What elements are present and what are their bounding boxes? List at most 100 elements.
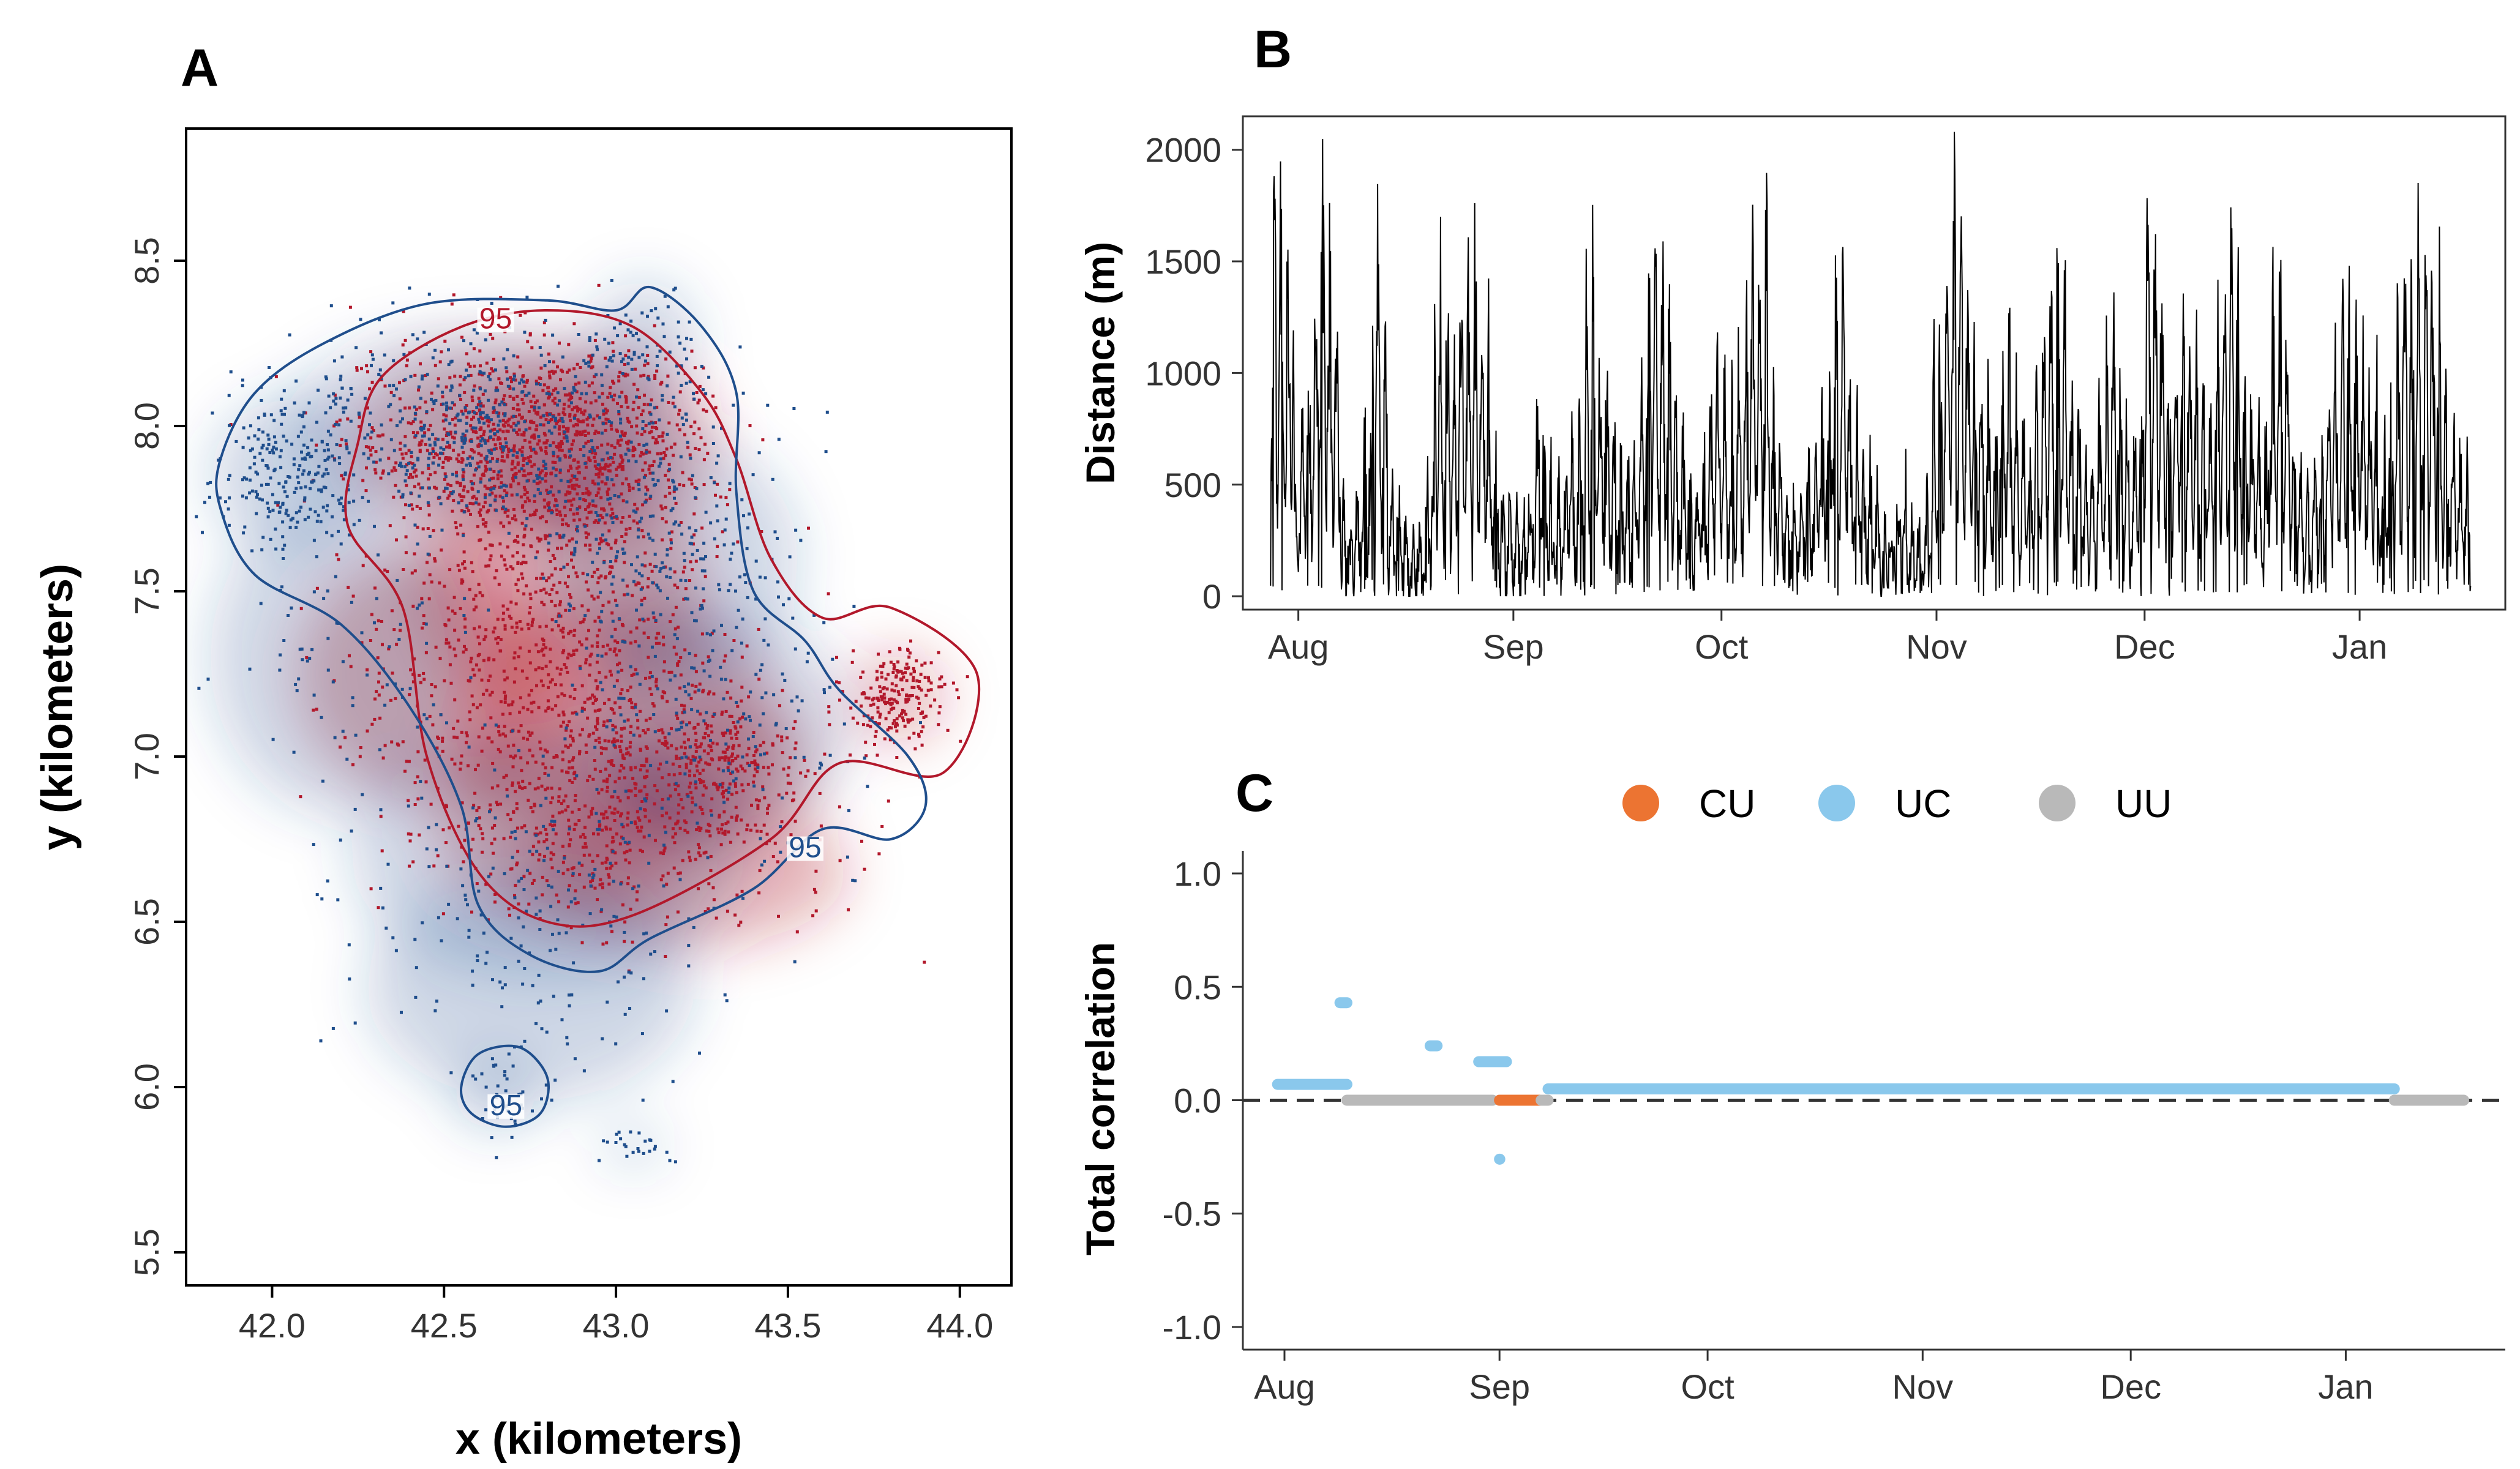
location-point-red	[502, 525, 506, 528]
location-point-red	[552, 583, 556, 587]
location-point-red	[576, 512, 579, 515]
location-point-red	[497, 436, 500, 439]
location-point-red	[562, 649, 566, 652]
location-point-blue	[659, 613, 662, 616]
location-point-blue	[585, 646, 588, 650]
location-point-red	[584, 743, 588, 747]
location-point-red	[443, 585, 446, 588]
location-point-blue	[647, 834, 651, 837]
location-point-red	[652, 704, 656, 708]
location-point-red	[803, 758, 806, 762]
location-point-red	[610, 611, 614, 615]
location-point-red	[623, 593, 626, 597]
home-range-contour-blue	[215, 286, 928, 973]
location-point-blue	[606, 477, 609, 481]
location-point-blue	[735, 626, 738, 629]
location-point-red	[515, 455, 519, 458]
location-point-red	[605, 780, 609, 783]
location-point-blue	[689, 457, 692, 460]
location-point-red	[587, 533, 590, 536]
location-point-blue	[532, 479, 536, 483]
location-point-blue	[516, 493, 519, 496]
location-point-blue	[264, 482, 268, 486]
location-point-red	[496, 784, 500, 788]
location-point-red	[559, 683, 563, 687]
location-point-red	[594, 473, 598, 476]
location-point-blue	[684, 412, 688, 416]
location-point-blue	[387, 405, 391, 408]
location-point-red	[545, 411, 549, 415]
location-point-red	[589, 401, 593, 405]
location-point-blue	[466, 903, 469, 906]
location-point-red	[490, 786, 494, 790]
location-point-red	[629, 789, 633, 793]
location-point-blue	[553, 416, 557, 420]
location-point-blue	[557, 932, 561, 935]
location-point-red	[579, 621, 582, 624]
location-point-red	[337, 558, 340, 561]
location-point-red	[478, 349, 482, 353]
location-point-red	[351, 763, 354, 766]
location-point-red	[697, 887, 700, 891]
location-point-blue	[474, 426, 478, 430]
location-point-blue	[420, 796, 424, 800]
location-point-red	[677, 626, 680, 629]
location-point-red	[922, 716, 926, 719]
location-point-blue	[342, 518, 346, 521]
location-point-blue	[310, 648, 314, 651]
location-point-red	[479, 416, 482, 419]
location-point-red	[552, 372, 555, 375]
location-point-red	[859, 676, 863, 679]
location-point-blue	[678, 878, 682, 881]
location-point-red	[522, 463, 525, 467]
location-point-red	[658, 739, 661, 742]
location-point-blue	[519, 944, 523, 948]
location-point-red	[447, 641, 451, 645]
location-point-blue	[396, 578, 399, 582]
location-point-red	[698, 778, 702, 781]
location-point-red	[489, 332, 492, 336]
location-point-red	[734, 733, 738, 736]
location-point-blue	[475, 817, 479, 820]
location-point-red	[584, 658, 588, 662]
location-point-red	[520, 627, 523, 631]
location-point-red	[577, 485, 581, 488]
location-point-blue	[375, 597, 378, 600]
location-point-red	[463, 645, 466, 648]
location-point-red	[479, 508, 482, 512]
location-point-red	[736, 832, 740, 836]
location-point-red	[864, 696, 868, 700]
location-point-blue	[413, 523, 417, 527]
location-point-red	[623, 432, 627, 435]
location-point-red	[582, 708, 586, 711]
location-point-red	[535, 399, 539, 403]
location-point-red	[628, 488, 631, 492]
location-point-red	[618, 443, 622, 447]
location-point-red	[689, 758, 693, 762]
location-point-red	[747, 695, 751, 699]
location-point-blue	[281, 501, 285, 505]
location-point-red	[701, 793, 705, 797]
location-point-red	[540, 649, 544, 652]
location-point-blue	[824, 450, 828, 454]
location-point-blue	[706, 856, 710, 859]
location-point-red	[516, 850, 520, 853]
location-point-red	[582, 885, 586, 889]
location-point-red	[516, 589, 520, 592]
location-point-blue	[598, 518, 601, 522]
location-point-red	[535, 684, 538, 687]
location-point-blue	[699, 607, 702, 611]
location-point-red	[901, 688, 904, 692]
location-point-red	[452, 403, 456, 406]
location-point-red	[584, 465, 588, 469]
location-point-red	[588, 548, 592, 551]
location-point-red	[587, 510, 591, 514]
location-point-red	[472, 416, 475, 419]
location-point-red	[529, 806, 533, 809]
location-point-blue	[634, 569, 638, 573]
location-point-red	[659, 382, 662, 386]
location-point-blue	[426, 552, 430, 556]
location-point-red	[600, 812, 603, 816]
location-point-red	[493, 427, 497, 431]
location-point-red	[908, 651, 912, 655]
